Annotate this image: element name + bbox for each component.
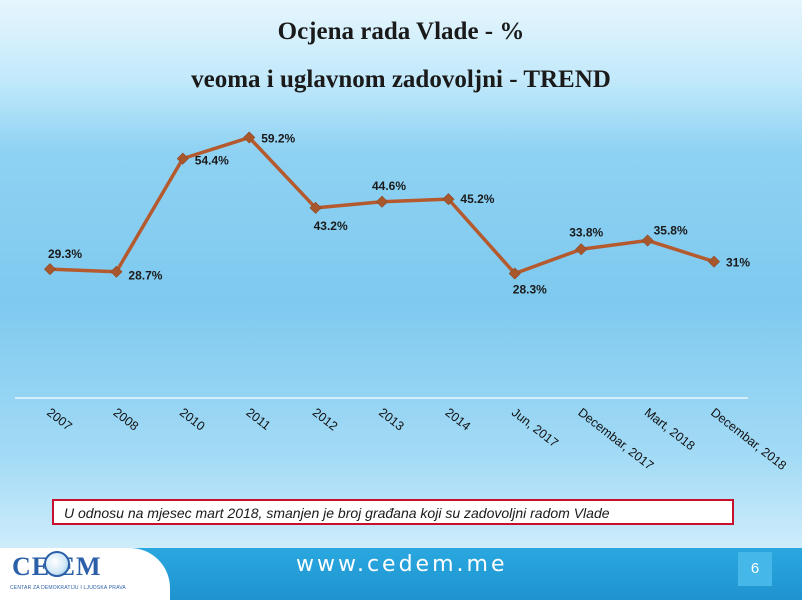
data-label: 28.7% [128,269,162,283]
page-number: 6 [738,552,772,586]
logo-panel [0,548,170,600]
data-label: 59.2% [261,132,295,146]
cedem-logo-subtitle: CENTAR ZA DEMOKRATIJU I LJUDSKA PRAVA [10,585,126,591]
data-label: 31% [726,256,750,270]
data-point-marker [176,152,189,165]
x-tick-label: Decembar, 2018 [708,405,789,473]
line-chart: 29.3% 28.7% 54.4% 59.2% 43.2% 44.6% 45.2% 28.3%… [15,131,789,473]
footer-url[interactable]: www.cedem.me [296,552,508,577]
x-tick-label: 2012 [310,405,341,433]
globe-icon [44,551,70,577]
x-tick-label: Jun, 2017 [509,405,561,450]
x-tick-label: 2010 [177,405,208,433]
data-point-marker [707,255,721,268]
data-point-marker [575,243,588,256]
x-tick-layer: 2007 2008 2010 2011 2012 2013 2014 Jun, 2017 Dec… [44,405,789,473]
marker-layer [43,131,721,280]
x-tick-label: Mart, 2018 [642,405,698,453]
chart-title-line-1: Ocjena rada Vlade - % [277,18,525,45]
x-tick-label: 2008 [111,405,142,433]
data-point-marker [243,131,256,144]
x-tick-label: 2007 [44,405,75,433]
chart-title-line-2: veoma i uglavnom zadovoljni - TREND [191,66,611,93]
data-point-marker [309,201,322,214]
x-tick-label: 2011 [243,405,273,433]
data-label-layer: 29.3% 28.7% 54.4% 59.2% 43.2% 44.6% 45.2% 28.3%… [48,132,750,297]
data-label: 44.6% [372,179,406,193]
data-point-marker [43,263,57,276]
data-point-marker [641,234,654,247]
data-label: 33.8% [569,225,603,239]
data-label: 28.3% [513,282,547,296]
data-label: 45.2% [460,192,494,206]
data-label: 43.2% [314,219,348,233]
data-label: 54.4% [195,154,229,168]
data-label: 35.8% [654,223,688,237]
data-point-marker [442,193,455,206]
x-tick-label: 2014 [443,405,474,433]
data-point-marker [110,265,123,278]
data-point-marker [508,267,521,280]
summary-note: U odnosu na mjesec mart 2018, smanjen je… [52,499,734,525]
data-point-marker [375,195,389,208]
data-label: 29.3% [48,247,82,261]
x-tick-label: 2013 [376,405,407,433]
